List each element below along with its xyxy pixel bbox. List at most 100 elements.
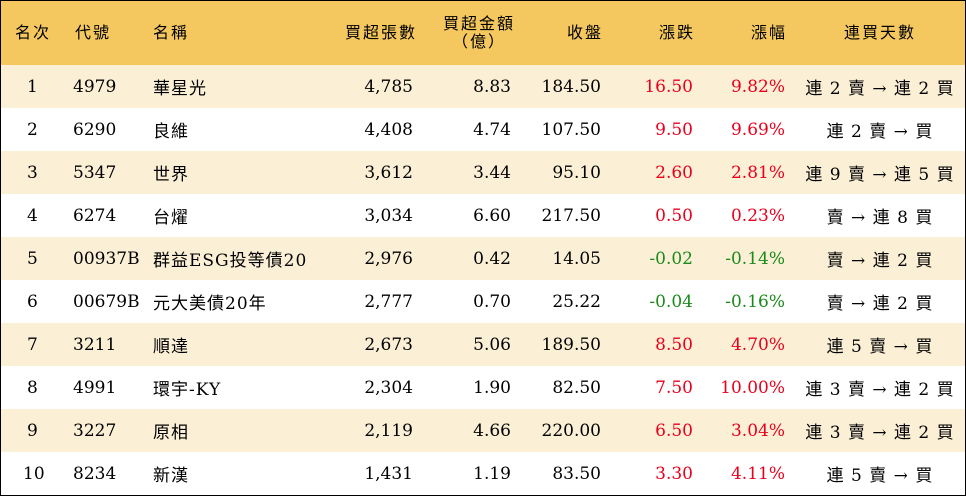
cell-name: 原相 xyxy=(153,423,189,443)
cell-name: 環宇-KY xyxy=(153,380,222,400)
cell-close: 107.50 xyxy=(541,119,601,140)
table-row: 5 00937B 群益ESG投等債20 2,976 0.42 14.05 -0.… xyxy=(1,237,965,280)
cell-rank: 8 xyxy=(27,377,38,398)
cell-amount: 0.42 xyxy=(473,248,511,269)
cell-name: 順達 xyxy=(153,337,189,357)
cell-rank: 6 xyxy=(27,291,38,312)
cell-volume: 2,304 xyxy=(364,377,413,398)
cell-code: 6290 xyxy=(73,119,117,140)
cell-rank: 7 xyxy=(27,334,38,355)
cell-code: 5347 xyxy=(73,162,117,183)
cell-change: 9.50 xyxy=(655,119,693,140)
cell-streak: 賣 → 連 2 買 xyxy=(826,294,934,314)
cell-code: 00937B xyxy=(73,248,140,269)
cell-volume: 2,119 xyxy=(364,420,413,441)
cell-volume: 3,612 xyxy=(364,162,413,183)
cell-close: 220.00 xyxy=(541,420,601,441)
table-row: 4 6274 台燿 3,034 6.60 217.50 0.50 0.23% 賣… xyxy=(1,194,965,237)
cell-name: 良維 xyxy=(153,122,189,142)
cell-amount: 1.90 xyxy=(473,377,511,398)
header-streak: 連買天數 xyxy=(843,23,916,42)
cell-code: 3227 xyxy=(73,420,117,441)
cell-change: -0.04 xyxy=(649,291,693,312)
cell-amount: 3.44 xyxy=(473,162,511,183)
cell-change: 0.50 xyxy=(655,205,693,226)
cell-rank: 4 xyxy=(27,205,38,226)
cell-close: 217.50 xyxy=(541,205,601,226)
cell-close: 14.05 xyxy=(552,248,601,269)
cell-streak: 賣 → 連 2 買 xyxy=(826,251,934,271)
cell-percent: -0.16% xyxy=(725,291,785,312)
cell-close: 83.50 xyxy=(552,463,601,484)
cell-amount: 4.66 xyxy=(473,420,511,441)
cell-name: 元大美債20年 xyxy=(153,294,267,314)
table-row: 1 4979 華星光 4,785 8.83 184.50 16.50 9.82%… xyxy=(1,65,965,108)
header-amount-line1: 買超金額 xyxy=(442,14,515,33)
cell-close: 95.10 xyxy=(552,162,601,183)
cell-name: 新漢 xyxy=(153,466,189,486)
cell-streak: 連 3 賣 → 連 2 買 xyxy=(805,380,955,400)
cell-volume: 4,785 xyxy=(364,76,413,97)
cell-amount: 0.70 xyxy=(473,291,511,312)
cell-percent: -0.14% xyxy=(725,248,785,269)
header-percent: 漲幅 xyxy=(750,23,787,42)
cell-rank: 3 xyxy=(27,162,38,183)
cell-name: 台燿 xyxy=(153,208,189,228)
header-amount-label: 買超金額 （億） xyxy=(443,15,515,51)
header-amount: 買超金額 （億） xyxy=(419,1,519,65)
cell-code: 00679B xyxy=(73,291,140,312)
cell-change: -0.02 xyxy=(649,248,693,269)
cell-code: 4979 xyxy=(73,76,117,97)
cell-streak: 連 9 賣 → 連 5 買 xyxy=(805,165,955,185)
header-rank: 名次 xyxy=(15,23,52,42)
cell-streak: 連 2 賣 → 連 2 買 xyxy=(805,79,955,99)
cell-volume: 2,976 xyxy=(364,248,413,269)
header-volume: 買超張數 xyxy=(344,23,417,42)
cell-name: 群益ESG投等債20 xyxy=(153,251,308,271)
cell-close: 82.50 xyxy=(552,377,601,398)
cell-percent: 0.23% xyxy=(730,205,785,226)
cell-volume: 4,408 xyxy=(364,119,413,140)
cell-rank: 2 xyxy=(27,119,38,140)
cell-change: 2.60 xyxy=(655,162,693,183)
cell-volume: 2,777 xyxy=(364,291,413,312)
cell-percent: 4.70% xyxy=(730,334,785,355)
table-row: 8 4991 環宇-KY 2,304 1.90 82.50 7.50 10.00… xyxy=(1,366,965,409)
cell-amount: 6.60 xyxy=(473,205,511,226)
table-row: 3 5347 世界 3,612 3.44 95.10 2.60 2.81% 連 … xyxy=(1,151,965,194)
cell-streak: 連 3 賣 → 連 2 買 xyxy=(805,423,955,443)
cell-amount: 1.19 xyxy=(473,463,511,484)
header-code: 代號 xyxy=(75,23,112,42)
cell-volume: 1,431 xyxy=(364,463,413,484)
table-row: 10 8234 新漢 1,431 1.19 83.50 3.30 4.11% 連… xyxy=(1,452,965,495)
cell-streak: 賣 → 連 8 買 xyxy=(826,208,934,228)
cell-change: 7.50 xyxy=(655,377,693,398)
cell-close: 184.50 xyxy=(541,76,601,97)
header-row: 名次 代號 名稱 買超張數 買超金額 （億） 收盤 漲跌 漲幅 連買天數 xyxy=(1,1,965,65)
cell-amount: 8.83 xyxy=(473,76,511,97)
cell-volume: 2,673 xyxy=(364,334,413,355)
cell-name: 世界 xyxy=(153,165,189,185)
cell-percent: 9.69% xyxy=(730,119,785,140)
cell-percent: 10.00% xyxy=(720,377,785,398)
cell-close: 25.22 xyxy=(552,291,601,312)
cell-percent: 4.11% xyxy=(730,463,785,484)
cell-streak: 連 5 賣 → 買 xyxy=(826,337,934,357)
cell-amount: 4.74 xyxy=(473,119,511,140)
cell-rank: 10 xyxy=(23,463,45,484)
header-name: 名稱 xyxy=(153,23,190,42)
table-row: 9 3227 原相 2,119 4.66 220.00 6.50 3.04% 連… xyxy=(1,409,965,452)
header-change: 漲跌 xyxy=(658,23,695,42)
cell-change: 16.50 xyxy=(644,76,693,97)
cell-change: 8.50 xyxy=(655,334,693,355)
cell-code: 3211 xyxy=(73,334,117,355)
cell-code: 6274 xyxy=(73,205,117,226)
cell-change: 3.30 xyxy=(655,463,693,484)
header-amount-line2: （億） xyxy=(451,32,506,51)
cell-name: 華星光 xyxy=(153,79,207,99)
cell-rank: 9 xyxy=(27,420,38,441)
table-row: 7 3211 順達 2,673 5.06 189.50 8.50 4.70% 連… xyxy=(1,323,965,366)
cell-percent: 2.81% xyxy=(730,162,785,183)
